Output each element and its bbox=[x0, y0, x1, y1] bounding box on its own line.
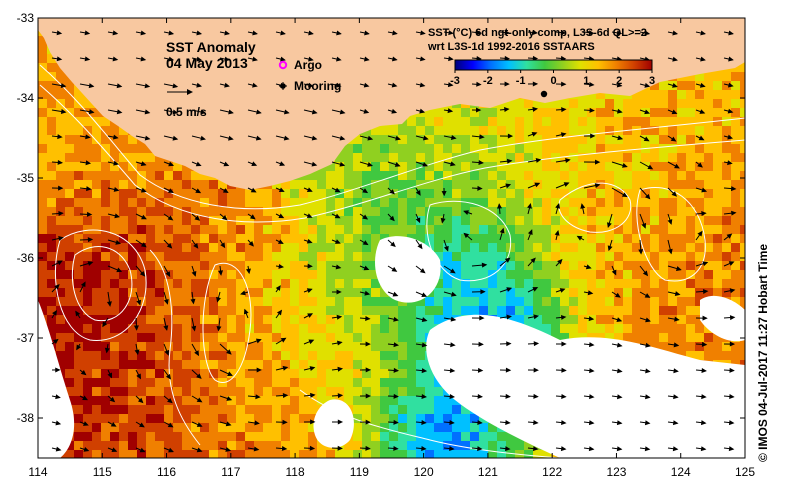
velocity-scale-label: 0.5 m/s bbox=[166, 105, 207, 119]
colorbar-tick-label: 3 bbox=[649, 75, 655, 87]
latitude-tick-label: -36 bbox=[17, 251, 35, 265]
argo-legend-label: Argo bbox=[294, 58, 322, 72]
mooring-legend-label: Mooring bbox=[294, 79, 341, 93]
plot-frame bbox=[37, 17, 746, 459]
product-description-line2: wrt L3S-1d 1992-2016 SSTAARS bbox=[427, 41, 595, 53]
latitude-tick-label: -33 bbox=[17, 11, 35, 25]
product-description-line1: SST (°C) 6d ngt-only comp, L3S-6d QL>=2 bbox=[428, 27, 647, 39]
colorbar-tick-label: 1 bbox=[583, 75, 589, 87]
longitude-tick-label: 124 bbox=[671, 465, 691, 479]
longitude-tick-label: 117 bbox=[221, 465, 240, 479]
longitude-tick-label: 120 bbox=[414, 465, 434, 479]
longitude-tick-label: 115 bbox=[93, 465, 112, 479]
latitude-tick-label: -35 bbox=[17, 171, 35, 185]
longitude-tick-label: 118 bbox=[286, 465, 305, 479]
latitude-tick-label: -34 bbox=[17, 91, 35, 105]
latitude-tick-label: -37 bbox=[17, 331, 35, 345]
colorbar-tick-label: 0 bbox=[550, 75, 556, 87]
colorbar-ticks: -3 -2 -1 0 1 2 3 bbox=[450, 70, 655, 87]
mooring-legend-icon bbox=[279, 82, 287, 90]
colorbar-tick-label: -1 bbox=[516, 75, 526, 87]
current-velocity-vectors bbox=[51, 30, 737, 453]
latitude-tick-label: -38 bbox=[17, 411, 35, 425]
longitude-tick-label: 116 bbox=[157, 465, 176, 479]
ssh-contours bbox=[39, 64, 745, 458]
argo-legend-icon bbox=[278, 60, 288, 70]
longitude-tick-label: 119 bbox=[350, 465, 369, 479]
longitude-tick-label: 123 bbox=[606, 465, 626, 479]
longitude-tick-label: 122 bbox=[542, 465, 562, 479]
colorbar-tick-label: -2 bbox=[483, 75, 493, 87]
colorbar bbox=[454, 59, 653, 71]
map-date: 04 May 2013 bbox=[166, 55, 248, 71]
velocity-scale-arrow bbox=[167, 89, 193, 95]
latitude-axis: -33-34-35-36-37-38 bbox=[17, 11, 745, 425]
credit-text: © IMOS 04-Jul-2017 11:27 Hobart Time bbox=[756, 243, 770, 462]
map-title: SST Anomaly bbox=[166, 39, 256, 55]
longitude-tick-label: 125 bbox=[735, 465, 755, 479]
mooring-marker bbox=[540, 90, 548, 98]
longitude-tick-label: 121 bbox=[478, 465, 498, 479]
colorbar-tick-label: -3 bbox=[450, 75, 460, 87]
longitude-axis: 114 115 116 117 118 119 120 121 122 123 124 125 bbox=[28, 18, 755, 479]
colorbar-tick-label: 2 bbox=[616, 75, 622, 87]
longitude-tick-label: 114 bbox=[28, 465, 47, 479]
